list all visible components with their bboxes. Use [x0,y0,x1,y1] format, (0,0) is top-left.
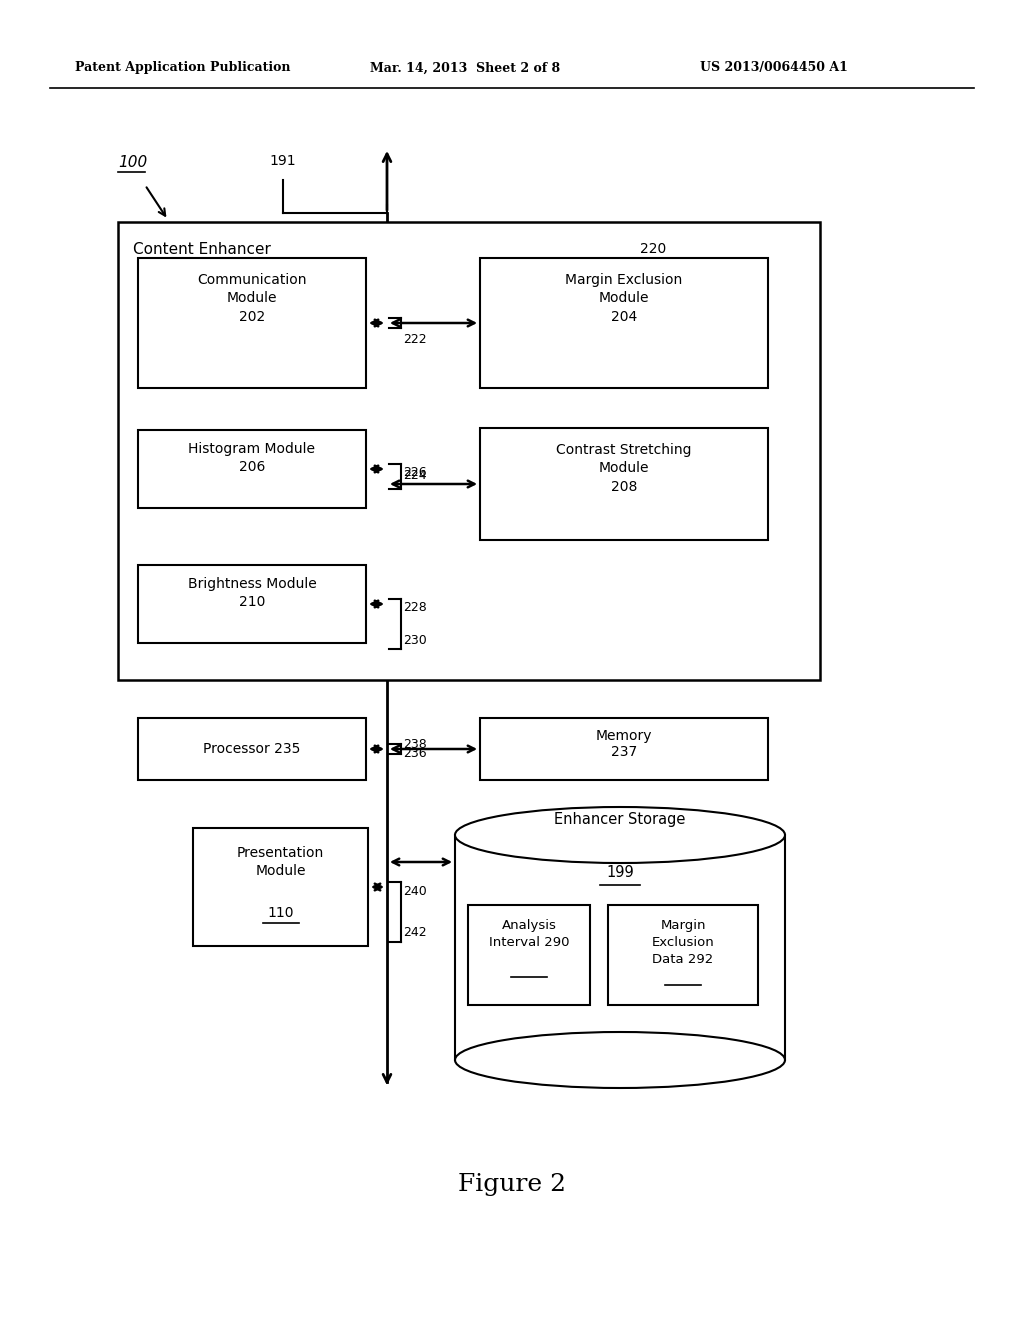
Text: 230: 230 [403,634,427,647]
Text: 220: 220 [640,242,667,256]
Text: Figure 2: Figure 2 [458,1173,566,1196]
Text: 224: 224 [403,469,427,482]
Bar [480,428,768,540]
Text: Mar. 14, 2013  Sheet 2 of 8: Mar. 14, 2013 Sheet 2 of 8 [370,62,560,74]
Text: 238: 238 [403,738,427,751]
Text: Presentation
Module: Presentation Module [237,846,325,878]
Text: 199: 199 [606,865,634,880]
Bar [480,718,768,780]
Bar [193,828,368,946]
Text: Margin
Exclusion
Data 292: Margin Exclusion Data 292 [651,919,715,966]
Text: Patent Application Publication: Patent Application Publication [75,62,291,74]
Text: 100: 100 [118,154,147,170]
Text: 240: 240 [403,884,427,898]
Bar [608,906,758,1005]
Text: 228: 228 [403,601,427,614]
Bar [455,836,785,1060]
Text: 226: 226 [403,466,427,479]
Text: 110: 110 [267,906,294,920]
Bar [138,718,366,780]
Bar [138,257,366,388]
Bar [138,430,366,508]
Text: Contrast Stretching
Module
208: Contrast Stretching Module 208 [556,444,692,494]
Ellipse shape [455,1032,785,1088]
Text: 191: 191 [269,154,296,168]
Text: Histogram Module
206: Histogram Module 206 [188,442,315,474]
Bar [480,257,768,388]
Ellipse shape [455,807,785,863]
Text: US 2013/0064450 A1: US 2013/0064450 A1 [700,62,848,74]
Text: Memory
237: Memory 237 [596,729,652,759]
Text: Brightness Module
210: Brightness Module 210 [187,577,316,610]
Text: Content Enhancer: Content Enhancer [133,242,271,257]
Ellipse shape [455,807,785,863]
Bar [468,906,590,1005]
Text: Margin Exclusion
Module
204: Margin Exclusion Module 204 [565,273,683,323]
Text: 236: 236 [403,747,427,760]
Text: Processor 235: Processor 235 [204,742,301,756]
Text: Enhancer Storage: Enhancer Storage [554,812,686,828]
Bar [138,565,366,643]
Text: Communication
Module
202: Communication Module 202 [198,273,307,323]
Text: 222: 222 [403,333,427,346]
Text: 242: 242 [403,927,427,939]
Text: Analysis
Interval 290: Analysis Interval 290 [488,919,569,949]
Bar [118,222,820,680]
